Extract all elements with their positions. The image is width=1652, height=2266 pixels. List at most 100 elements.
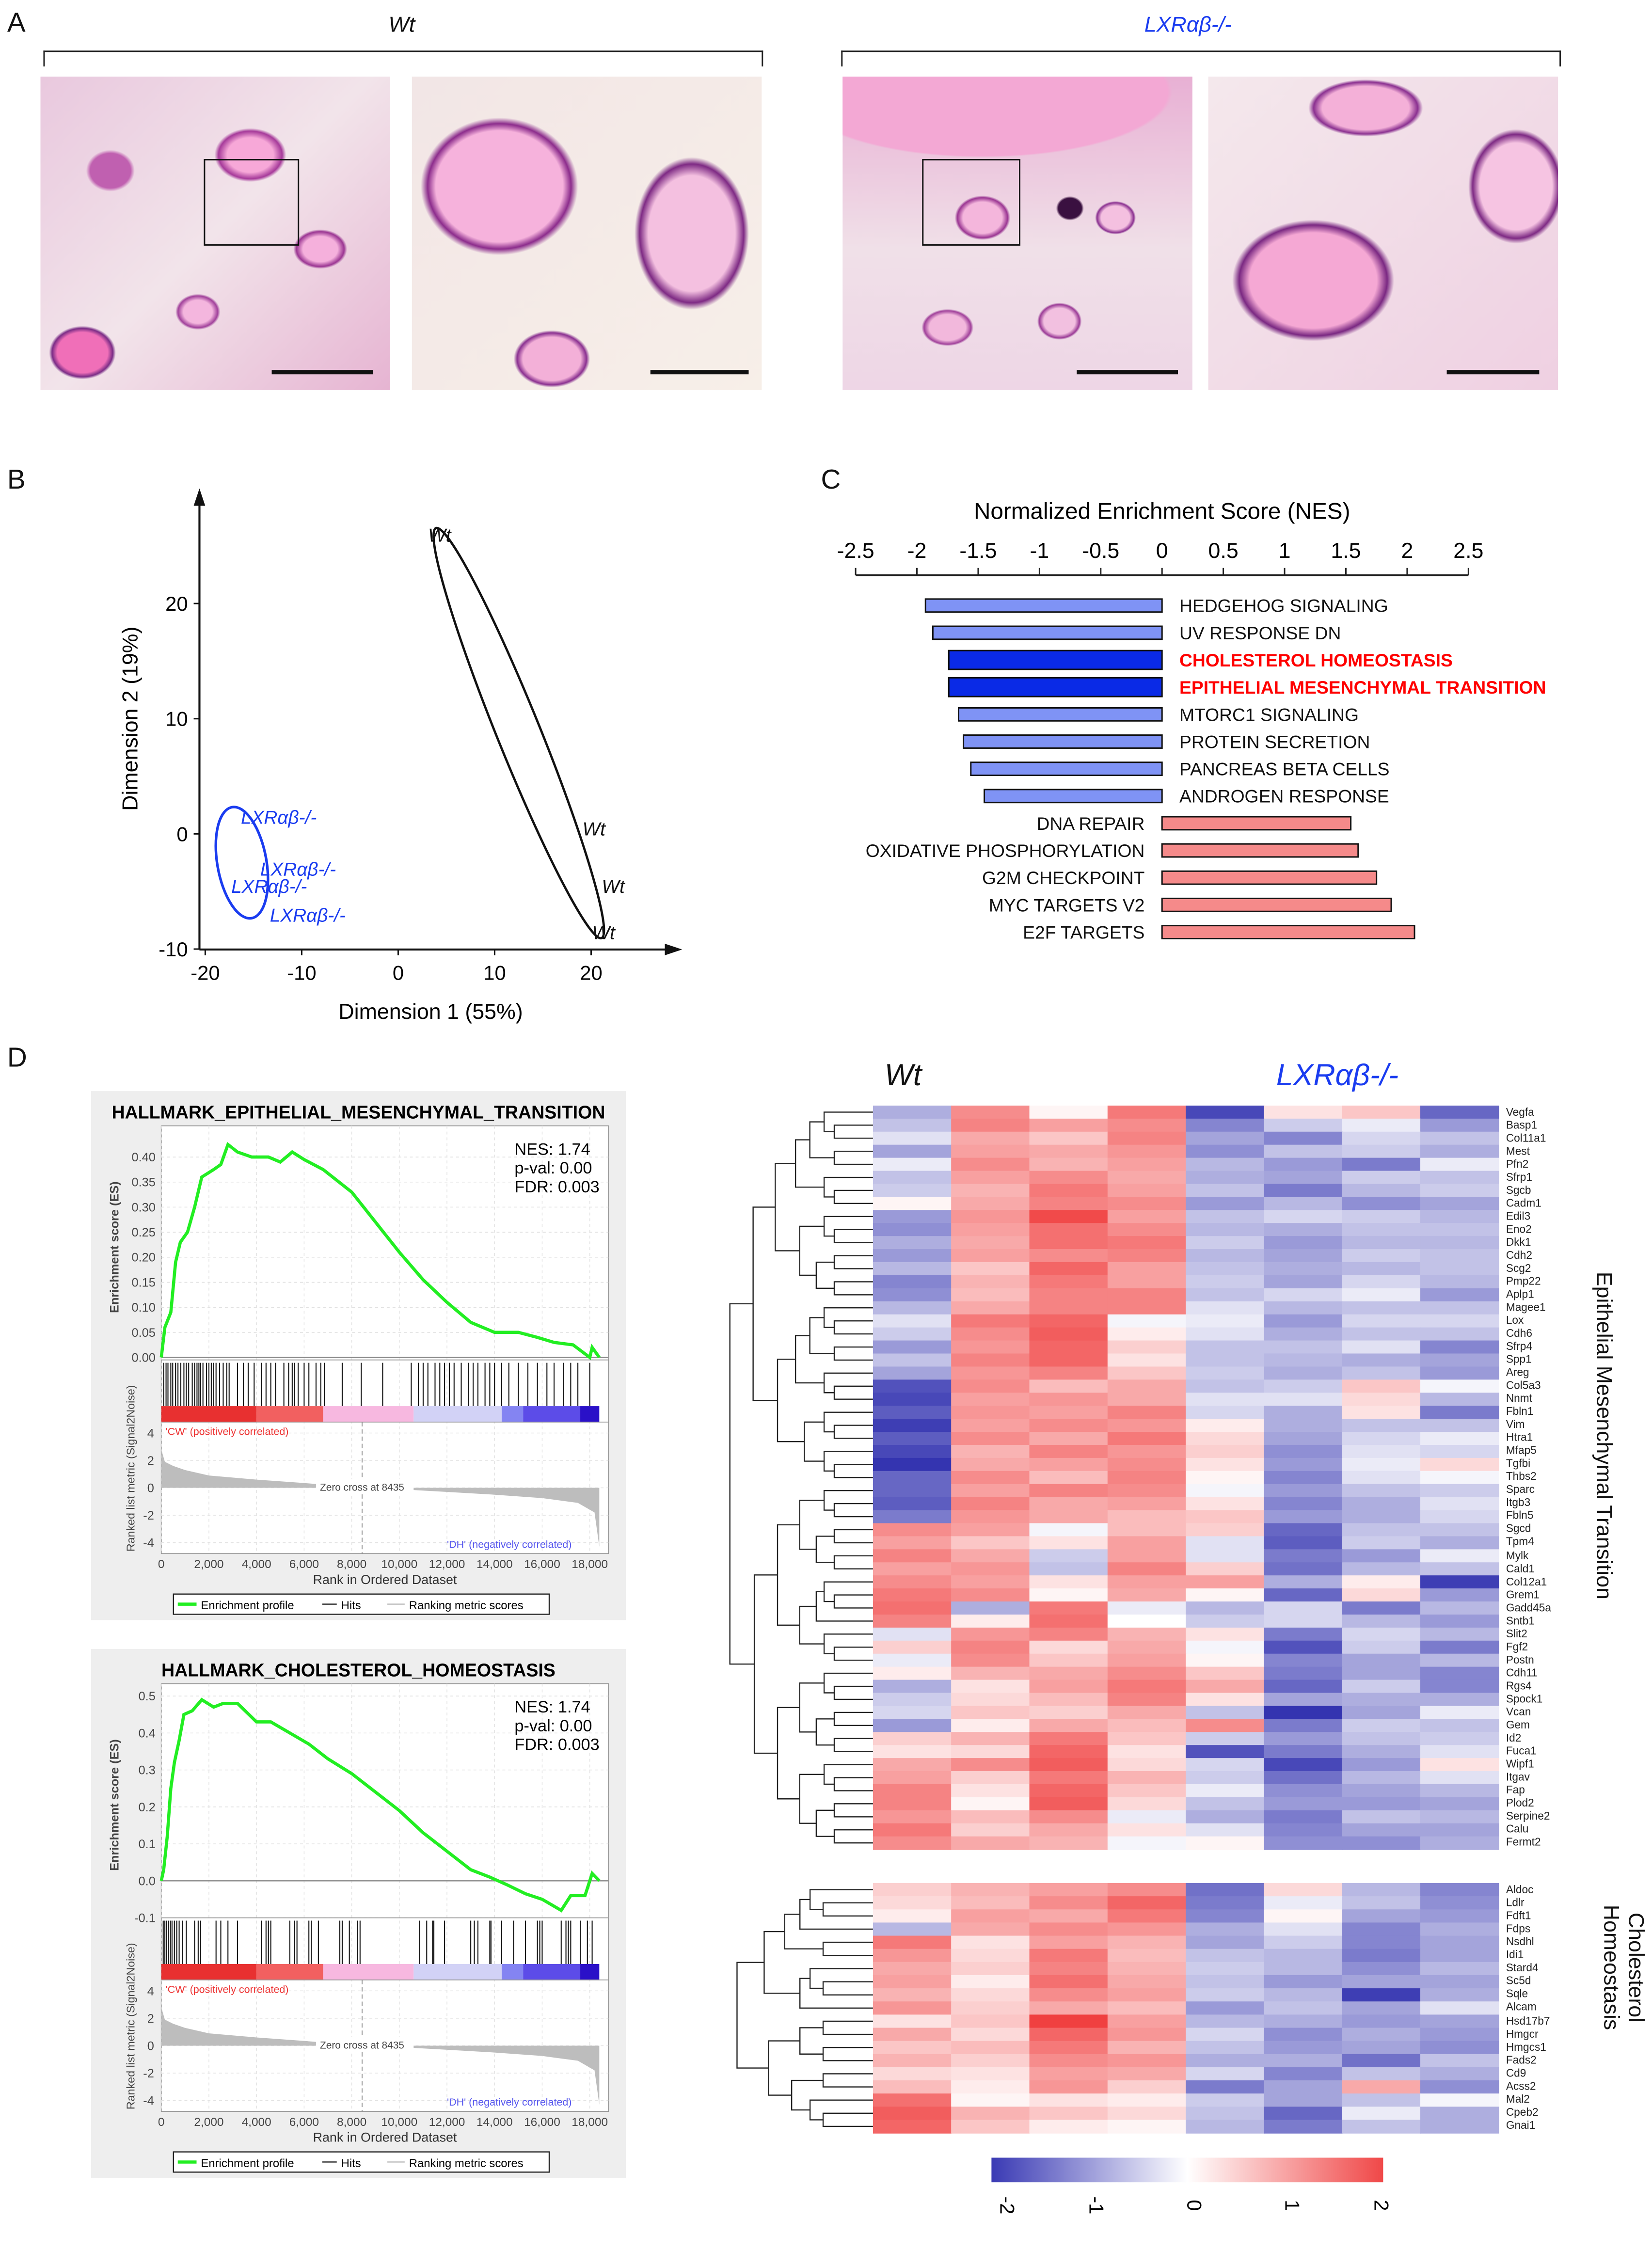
heatmap-cell	[1186, 1223, 1265, 1237]
heatmap-cell	[1186, 2107, 1265, 2121]
dendrogram-branch	[804, 1421, 825, 1462]
heatmap-cell	[1420, 1184, 1499, 1198]
heatmap-cell	[1186, 1171, 1265, 1185]
heatmap-cell	[1342, 1314, 1421, 1328]
colorbar	[991, 2157, 1383, 2183]
dendrogram-branch	[799, 1899, 873, 1930]
nes-bar	[984, 789, 1163, 804]
heatmap-cell	[1107, 1184, 1187, 1198]
heatmap-cell	[951, 1653, 1030, 1667]
heatmap-cell	[1107, 2093, 1187, 2108]
heatmap-row-label: Basp1	[1506, 1118, 1538, 1131]
heatmap-cell	[1186, 1484, 1265, 1498]
heatmap-cell	[1342, 1896, 1421, 1910]
metric-tick-label: 0	[147, 1482, 154, 1495]
data-point-label-lxr: LXRαβ-/-	[260, 859, 336, 880]
heatmap-cell	[1342, 1458, 1421, 1472]
heatmap-cell	[1264, 1432, 1343, 1446]
dendrogram-branch	[799, 1978, 873, 2009]
dendrogram-branch	[794, 1335, 825, 1384]
nes-bar	[963, 734, 1163, 749]
heatmap-cell	[1264, 1588, 1343, 1602]
x-tick-label: 8,000	[337, 1558, 366, 1571]
heatmap-cell	[1029, 2093, 1108, 2108]
heatmap-row-label: Fdps	[1506, 1921, 1531, 1935]
heatmap-row-label: Fuca1	[1506, 1744, 1537, 1758]
heatmap-cell	[1420, 1340, 1499, 1354]
heatmap-cell	[873, 1935, 952, 1949]
heatmap-cell	[1029, 1962, 1108, 1976]
y-tick-label: -10	[159, 938, 188, 961]
heatmap-cell	[1420, 1797, 1499, 1811]
heatmap-cell	[951, 1797, 1030, 1811]
heatmap-cell	[1342, 1288, 1421, 1302]
metric-tick-label: -4	[143, 2094, 154, 2108]
heatmap-cell	[1107, 2107, 1187, 2121]
heatmap-cell	[1342, 2107, 1421, 2121]
heatmap-cell	[873, 1640, 952, 1654]
heatmap-row-label: Hmgcs1	[1506, 2040, 1546, 2053]
heatmap-row-label: Alcam	[1506, 2000, 1537, 2014]
rank-color-band	[523, 1406, 581, 1422]
heatmap-cell	[873, 1771, 952, 1785]
heatmap-row-label: Fads2	[1506, 2053, 1537, 2067]
nes-bar-label: UV RESPONSE DN	[1179, 623, 1341, 643]
heatmap-cell	[1264, 1680, 1343, 1694]
dendrogram-branch	[822, 2112, 873, 2127]
heatmap-cell	[1186, 1883, 1265, 1897]
heatmap-cell	[1186, 2120, 1265, 2134]
heatmap-cell	[873, 1393, 952, 1407]
confidence-ellipse-wt	[432, 526, 605, 940]
heatmap-cell	[1107, 1471, 1187, 1485]
heatmap-cell	[1264, 2107, 1343, 2121]
es-tick-label: 0.1	[139, 1838, 156, 1851]
heatmap-cell	[1264, 1562, 1343, 1576]
heatmap-cell	[951, 1693, 1030, 1707]
dendrogram-branch	[823, 1490, 873, 1511]
heatmap-cell	[873, 1184, 952, 1198]
heatmap-cell	[1186, 1562, 1265, 1576]
heatmap-cell	[1107, 2080, 1187, 2094]
legend-label: Hits	[341, 1599, 361, 1612]
heatmap-row-label: Fdft1	[1506, 1908, 1531, 1922]
heatmap-cell	[951, 1406, 1030, 1420]
heatmap-cell	[1186, 1653, 1265, 1667]
es-tick-label: 0.4	[139, 1727, 156, 1740]
heatmap-cell	[1342, 1197, 1421, 1211]
heatmap-cell	[1186, 1909, 1265, 1923]
heatmap-cell	[1264, 1223, 1343, 1237]
heatmap-cell	[1029, 1975, 1108, 1989]
nes-bar-label: MYC TARGETS V2	[989, 895, 1145, 915]
heatmap-cell	[1420, 2041, 1499, 2055]
heatmap-cell	[1342, 1836, 1421, 1850]
heatmap-cell	[873, 1896, 952, 1910]
heatmap-cell	[1186, 1249, 1265, 1263]
heatmap-cell	[1264, 1909, 1343, 1923]
heatmap-cell	[1107, 1575, 1187, 1589]
heatmap-cell	[1186, 1510, 1265, 1524]
heatmap-cell	[873, 1680, 952, 1694]
dendrogram-branch	[777, 1707, 800, 1800]
heatmap-cell	[873, 1262, 952, 1276]
heatmap-cell	[1029, 1210, 1108, 1224]
heatmap-cell	[1107, 1810, 1187, 1824]
heatmap-row-label: Gem	[1506, 1718, 1530, 1731]
heatmap-cell	[1029, 1340, 1108, 1354]
heatmap-row-label: Wipf1	[1506, 1757, 1534, 1771]
heatmap-row-label: Areg	[1506, 1365, 1529, 1379]
heatmap-cell	[1186, 1406, 1265, 1420]
heatmap-cell	[1420, 1144, 1499, 1158]
heatmap-cell	[1420, 1314, 1499, 1328]
heatmap-cell	[873, 2014, 952, 2028]
dendrogram-branch	[823, 1307, 873, 1328]
dendrogram-branch	[799, 1225, 825, 1276]
heatmap-cell	[1420, 1653, 1499, 1667]
heatmap-cell	[1029, 1314, 1108, 1328]
heatmap-cell	[1420, 1784, 1499, 1798]
heatmap-cell	[1420, 1719, 1499, 1733]
heatmap-cell	[1029, 1353, 1108, 1367]
heatmap-cell	[1420, 1406, 1499, 1420]
heatmap-cell	[873, 1601, 952, 1616]
dendrogram-branch	[777, 1359, 805, 1442]
heatmap-row-label: Hmgcr	[1506, 2027, 1539, 2040]
